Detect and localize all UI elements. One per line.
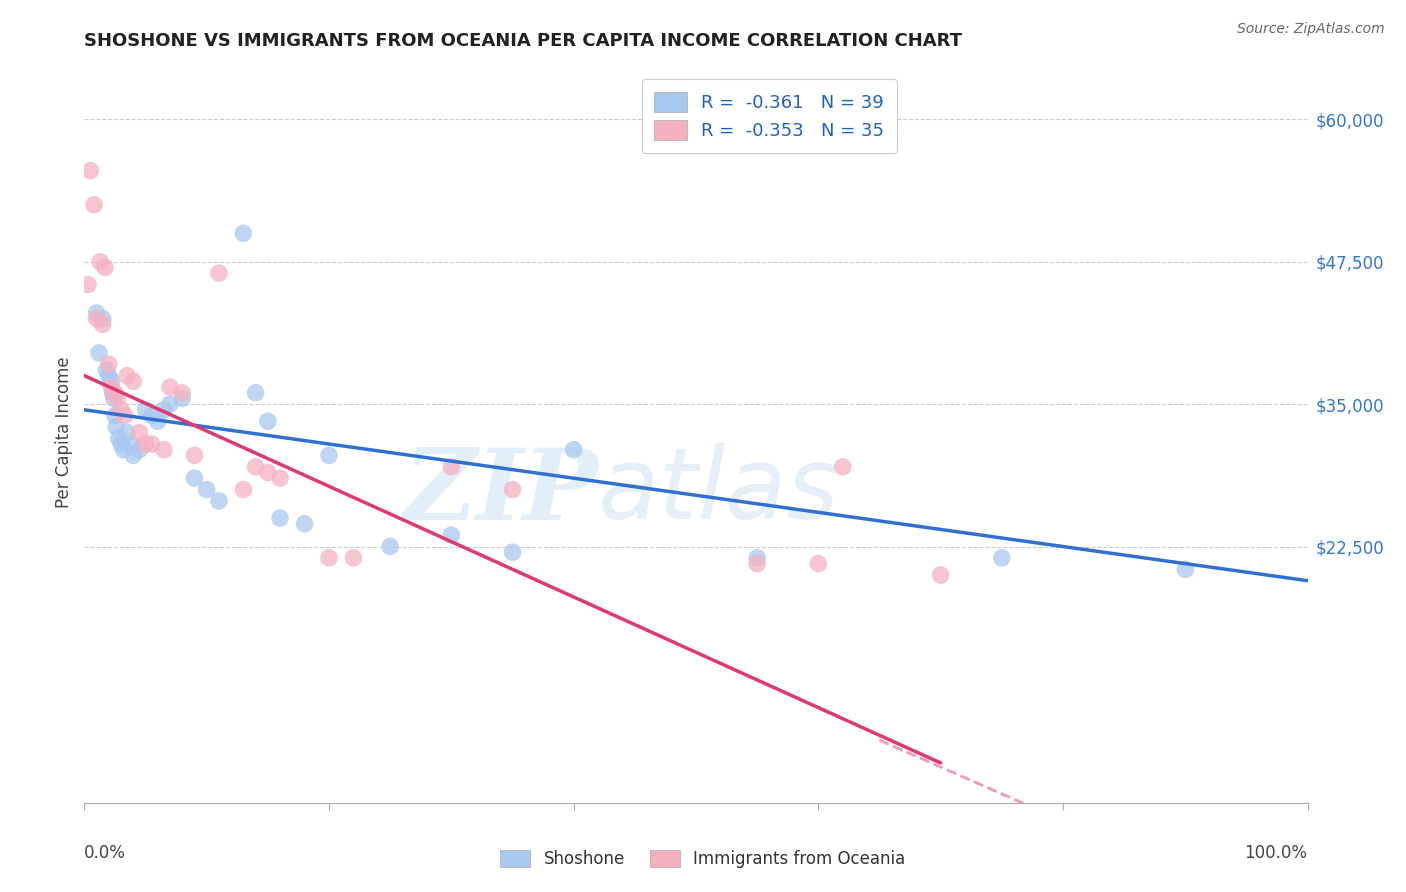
Text: ZIP: ZIP [404,443,598,540]
Point [96,363,118,377]
Point [380,540,402,554]
Point [153,442,176,457]
Point [97,357,120,371]
Point [159,397,181,411]
Text: 100.0%: 100.0% [1244,844,1308,862]
Point [100,375,122,389]
Point [318,449,340,463]
Point [115,425,138,440]
Point [245,385,267,400]
Text: 0.0%: 0.0% [84,844,127,862]
Point [77,277,100,292]
Point [107,431,129,445]
Point [114,409,136,423]
Point [112,442,135,457]
Point [342,550,364,565]
Point [146,414,169,428]
Point [141,409,163,423]
Point [257,414,280,428]
Point [101,385,124,400]
Point [128,442,150,457]
Point [747,557,769,571]
Point [562,442,585,457]
Point [122,375,145,389]
Point [269,471,291,485]
Point [105,420,128,434]
Point [91,311,114,326]
Point [208,494,231,508]
Point [318,550,340,565]
Point [94,260,117,275]
Point [747,550,769,565]
Point [104,385,127,400]
Point [115,368,138,383]
Point [807,557,830,571]
Legend: R =  -0.361   N = 39, R =  -0.353   N = 35: R = -0.361 N = 39, R = -0.353 N = 35 [641,78,897,153]
Point [110,402,132,417]
Legend: Shoshone, Immigrants from Oceania: Shoshone, Immigrants from Oceania [494,843,912,875]
Point [440,528,463,542]
Point [232,483,254,497]
Point [502,483,524,497]
Point [86,306,108,320]
Point [195,483,218,497]
Point [135,437,157,451]
Point [100,380,122,394]
Point [991,550,1014,565]
Point [120,437,142,451]
Point [245,459,267,474]
Point [929,568,952,582]
Point [153,402,176,417]
Point [502,545,524,559]
Point [172,392,194,406]
Point [122,449,145,463]
Point [128,425,150,440]
Point [105,392,128,406]
Point [141,437,163,451]
Point [269,511,291,525]
Point [159,380,181,394]
Point [83,198,105,212]
Point [135,402,157,417]
Point [91,318,114,332]
Point [294,516,316,531]
Text: atlas: atlas [598,443,839,541]
Point [232,227,254,241]
Point [183,449,205,463]
Text: SHOSHONE VS IMMIGRANTS FROM OCEANIA PER CAPITA INCOME CORRELATION CHART: SHOSHONE VS IMMIGRANTS FROM OCEANIA PER … [84,32,962,50]
Point [87,346,110,360]
Point [183,471,205,485]
Point [172,385,194,400]
Point [110,437,132,451]
Point [97,368,120,383]
Point [79,163,101,178]
Point [104,409,127,423]
Point [89,254,111,268]
Point [208,266,231,280]
Y-axis label: Per Capita Income: Per Capita Income [55,357,73,508]
Point [86,311,108,326]
Point [257,466,280,480]
Point [1174,562,1197,576]
Point [103,392,125,406]
Text: Source: ZipAtlas.com: Source: ZipAtlas.com [1237,22,1385,37]
Point [831,459,853,474]
Point [440,459,463,474]
